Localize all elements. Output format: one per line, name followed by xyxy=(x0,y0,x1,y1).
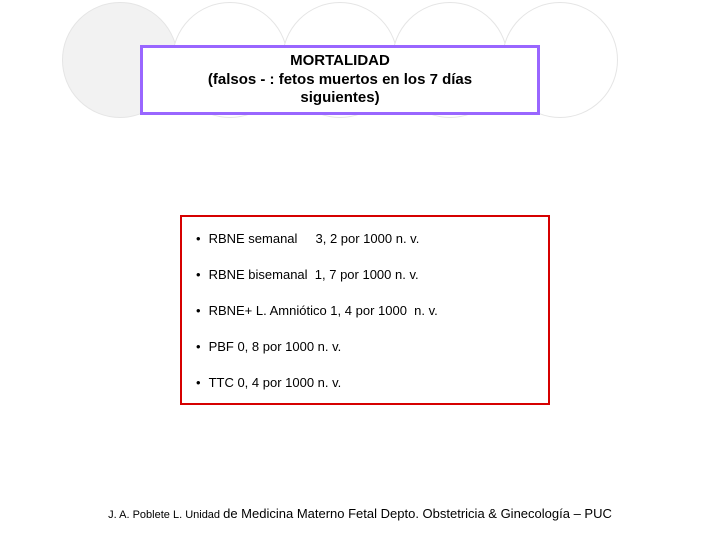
title-line-2: (falsos - : fetos muertos en los 7 días xyxy=(208,71,472,90)
content-box: • RBNE semanal 3, 2 por 1000 n. v. • RBNE b… xyxy=(180,215,550,405)
list-item-text: RBNE semanal 3, 2 por 1000 n. v. xyxy=(209,231,420,246)
list-item: • RBNE semanal 3, 2 por 1000 n. v. xyxy=(196,231,548,246)
list-item-text: RBNE+ L. Amniótico 1, 4 por 1000 n. v. xyxy=(209,303,438,318)
list-item: • TTC 0, 4 por 1000 n. v. xyxy=(196,375,548,390)
bullet-icon: • xyxy=(196,267,201,282)
title-line-3: siguientes) xyxy=(300,89,379,108)
bullet-icon: • xyxy=(196,339,201,354)
list-item: • RBNE bisemanal 1, 7 por 1000 n. v. xyxy=(196,267,548,282)
slide: MORTALIDAD (falsos - : fetos muertos en … xyxy=(0,0,720,540)
list-item-text: RBNE bisemanal 1, 7 por 1000 n. v. xyxy=(209,267,419,282)
bullet-icon: • xyxy=(196,375,201,390)
footer-citation: J. A. Poblete L. Unidad de Medicina Mate… xyxy=(20,505,700,523)
title-line-1: MORTALIDAD xyxy=(290,52,390,71)
list-item-text: TTC 0, 4 por 1000 n. v. xyxy=(209,375,342,390)
footer-segment: J. A. Poblete L. Unidad xyxy=(108,509,223,521)
bullet-icon: • xyxy=(196,231,201,246)
title-box: MORTALIDAD (falsos - : fetos muertos en … xyxy=(140,45,540,115)
list-item: • RBNE+ L. Amniótico 1, 4 por 1000 n. v. xyxy=(196,303,548,318)
footer-segment: de Medicina Materno Fetal Depto. Obstetr… xyxy=(223,506,612,521)
bullet-icon: • xyxy=(196,303,201,318)
list-item-text: PBF 0, 8 por 1000 n. v. xyxy=(209,339,342,354)
list-item: • PBF 0, 8 por 1000 n. v. xyxy=(196,339,548,354)
